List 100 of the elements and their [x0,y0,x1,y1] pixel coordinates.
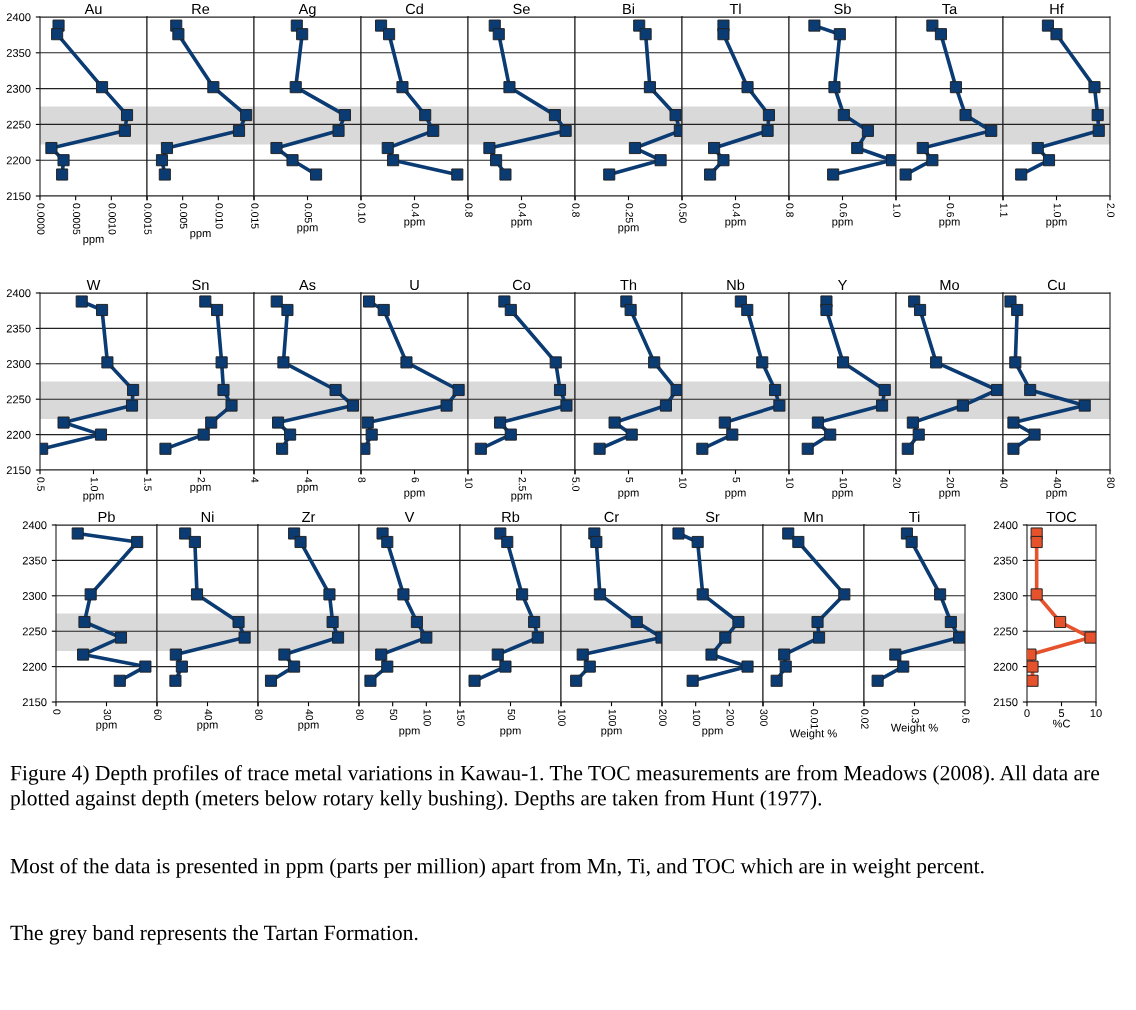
point [211,303,224,317]
x-tick-label: 0.0000 [37,203,45,235]
point [332,631,345,644]
chart-title: Co [512,279,531,291]
chart-title: Ag [298,3,316,17]
chart-title: Sb [834,3,851,15]
x-tick-label: 10 [786,477,794,489]
x-tick-label: 0.6 [946,203,955,217]
point [483,141,496,155]
chart-title: Rb [502,511,520,523]
chart-title: As [299,279,316,291]
x-tick-label: 100 [692,709,701,726]
x-tick-label: 6 [411,477,420,483]
x-axis-title: ppm [832,490,853,499]
x-tick-label: 0.6 [839,203,848,217]
point [96,303,109,317]
x-tick-label: 1.0 [90,477,99,492]
point [217,383,230,397]
point [905,535,918,549]
point [452,383,465,397]
chart-title: Th [620,279,637,290]
x-tick-label: 0.8 [465,203,473,217]
x-axis-title: ppm [83,236,104,246]
x-axis-title: ppm [702,728,723,737]
text: The grey band represents the Tartan Formation. [10,925,418,945]
x-tick-label: 80 [356,709,364,721]
x-axis-title: Weight % [890,723,938,734]
x-tick-label: 2.0 [1107,203,1115,218]
point [264,674,278,687]
x-axis-title: ppm [96,722,117,731]
y-tick-label: 2350 [6,324,31,333]
x-tick-label: 4 [251,477,259,483]
x-tick-label: 80 [1107,477,1115,489]
point [659,399,672,412]
chart-title: Nb [727,279,745,291]
chart-title: Pb [98,511,115,523]
chart-title: U [410,279,419,291]
point [381,141,394,155]
x-tick-label: 0.50 [679,203,687,223]
point [281,303,294,317]
chart-title: Re [192,3,210,15]
x-tick-label: 0.3 [911,709,920,723]
y-tick-label: 2150 [993,698,1018,707]
y-tick-label: 2150 [6,192,31,201]
chart-title: Cu [1047,279,1065,291]
x-tick-label: 5.0 [572,477,580,492]
x-tick-label: 10 [839,477,848,489]
point [326,615,339,629]
x-tick-label: 2.5 [518,477,527,491]
x-axis-title: ppm [190,231,211,240]
chart-title: Ti [909,511,920,522]
x-tick-label: 0.0005 [72,203,81,235]
chart-title: Bi [623,3,634,14]
x-tick-label: 0.02 [861,709,869,729]
x-tick-label: 30 [103,709,112,721]
x-axis-title: ppm [399,728,420,737]
x-axis-title: ppm [939,490,960,499]
point [504,303,517,317]
chart-title: Sr [705,511,720,523]
x-tick-label: 0.5 [37,477,45,491]
y-tick-label: 2150 [22,698,47,707]
x-axis-title: Weight % [789,729,837,740]
x-axis-title: ppm [297,225,318,234]
x-tick-label: 5 [1058,709,1065,718]
x-tick-label: 20 [946,477,955,489]
y-tick-label: 2300 [22,592,47,600]
chart-title: V [404,511,415,522]
chart-title: Sn [192,279,209,291]
y-tick-label: 2200 [993,662,1018,671]
x-axis-title: ppm [83,493,104,502]
x-tick-label: 10 [465,477,473,489]
text: Most of the data is presented in ppm (parts per million) apart from Mn, Ti, and TOC which are in weight percent. [10,858,984,878]
x-tick-label: 5 [732,477,740,483]
x-tick-label: 10 [1090,709,1102,718]
chart-title: Mn [804,511,823,522]
x-tick-label: 40 [1053,477,1062,489]
chart-title: Y [837,279,848,290]
chart-title: Cr [604,511,619,523]
x-axis-title: ppm [297,484,318,494]
x-tick-label: 0.4 [411,203,420,218]
y-tick-label: 2250 [993,627,1018,636]
point [362,295,376,308]
x-tick-label: 0.8 [572,203,580,217]
x-axis-title: ppm [511,219,532,228]
x-tick-label: 10 [679,477,687,489]
x-tick-label: 100 [423,709,431,726]
x-tick-label: 1.1 [1000,203,1008,217]
point [501,535,514,549]
y-tick-label: 2250 [6,120,31,129]
x-tick-label: 60 [154,709,162,721]
x-tick-label: 0 [53,709,61,715]
x-tick-label: 0.25 [625,203,634,223]
y-tick-label: 2400 [22,521,47,530]
x-axis-title: ppm [1046,219,1067,228]
x-axis-title: ppm [618,490,639,499]
y-tick-label: 2300 [993,592,1018,600]
point [294,535,307,549]
chart-title: Au [84,3,102,15]
point [590,535,603,549]
x-tick-label: 0.4 [518,203,527,218]
